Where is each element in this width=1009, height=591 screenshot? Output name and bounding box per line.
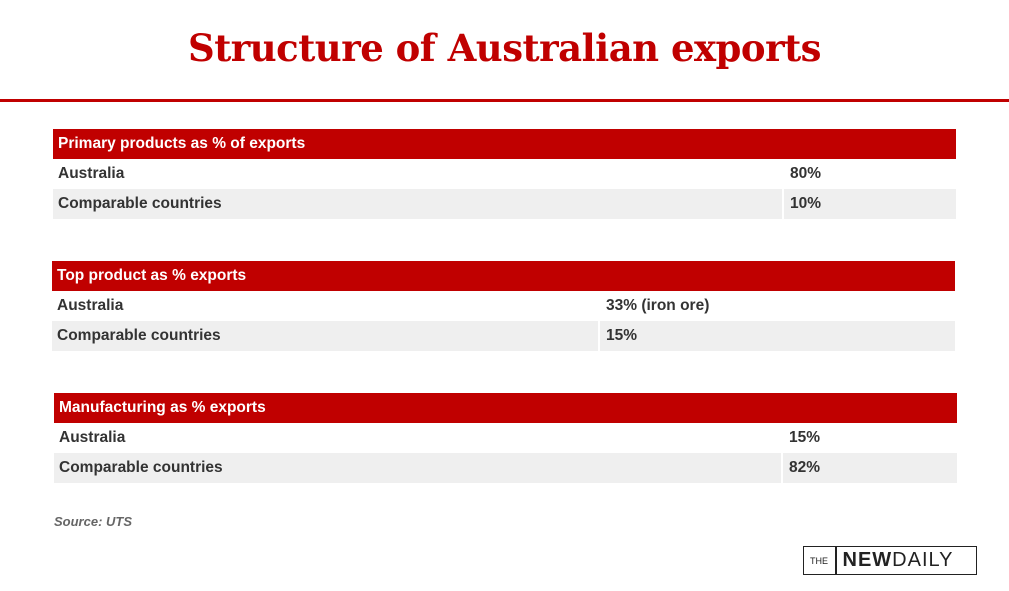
logo-separator: [835, 547, 837, 574]
row-value: 80%: [782, 159, 956, 189]
row-label: Australia: [58, 165, 125, 182]
row-value: 10%: [782, 189, 956, 219]
table-row: Comparable countries 15%: [52, 321, 955, 351]
row-value: 33% (iron ore): [598, 291, 955, 321]
table-row: Comparable countries 82%: [54, 453, 957, 483]
table-header: Top product as % exports: [52, 261, 955, 291]
table-row: Comparable countries 10%: [53, 189, 956, 219]
table: Manufacturing as % exports Australia 15% Co…: [54, 393, 957, 483]
logo: THE NEW DAILY: [803, 546, 977, 575]
title-rule: [0, 99, 1009, 102]
row-value: 15%: [781, 423, 957, 453]
logo-light: DAILY: [892, 549, 954, 571]
table-row: Australia 80%: [53, 159, 956, 189]
source: Source: UTS: [54, 514, 133, 529]
logo-prefix: THE: [810, 555, 828, 566]
row-label: Comparable countries: [58, 195, 222, 212]
logo-bold: NEW: [842, 549, 893, 571]
title: Structure of Australian exports: [187, 26, 822, 70]
table-row: Australia 15%: [54, 423, 957, 453]
row-value: 82%: [781, 453, 957, 483]
row-label: Comparable countries: [57, 327, 221, 344]
row-value: 15%: [598, 321, 955, 351]
row-label: Australia: [59, 429, 126, 446]
table: Primary products as % of exports Australi…: [53, 129, 956, 219]
row-label: Australia: [57, 297, 124, 314]
row-label: Comparable countries: [59, 459, 223, 476]
table-header: Manufacturing as % exports: [54, 393, 957, 423]
table-row: Australia 33% (iron ore): [52, 291, 955, 321]
table-header: Primary products as % of exports: [53, 129, 956, 159]
table: Top product as % exports Australia 33% (ir…: [52, 261, 955, 351]
